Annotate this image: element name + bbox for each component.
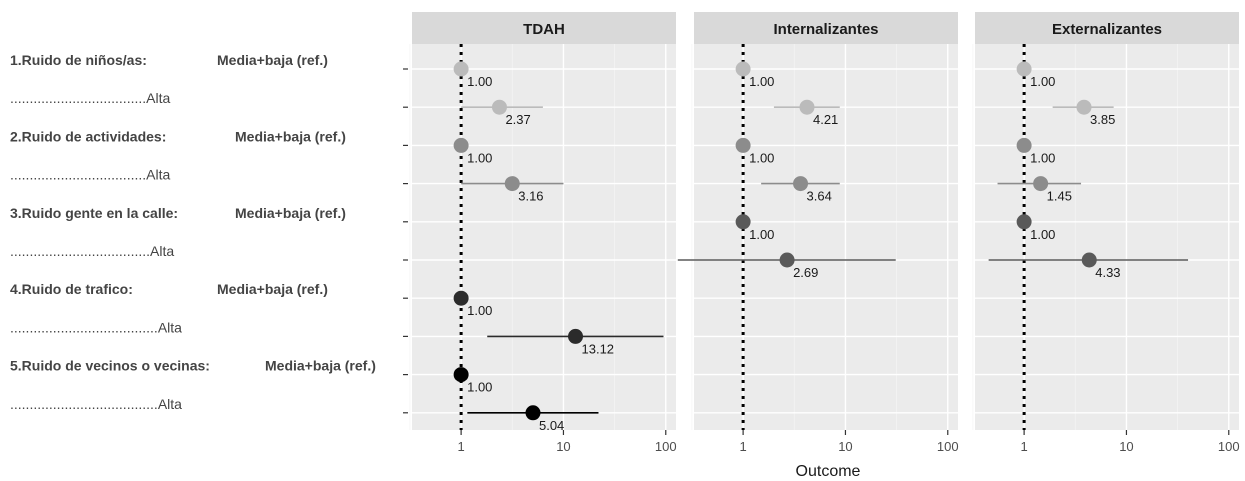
facet-title: Externalizantes xyxy=(1052,21,1162,38)
x-tick-label: 1 xyxy=(457,439,464,454)
value-label: 1.00 xyxy=(749,74,774,89)
row-label-dots: ...................................... xyxy=(10,319,158,335)
facet-strip xyxy=(975,12,1239,44)
value-label: 2.37 xyxy=(505,112,530,127)
point-estimate xyxy=(735,61,751,77)
value-label: 1.00 xyxy=(749,227,774,242)
row-label-dots: ................................... xyxy=(10,90,146,106)
row-label-level-name: Alta xyxy=(158,319,182,335)
row-label-level: ...................................Alta xyxy=(10,90,170,106)
point-estimate xyxy=(735,214,751,230)
row-label-dots: ...................................... xyxy=(10,396,158,412)
row-label-variable: 4.Ruido de trafico: xyxy=(10,281,133,297)
x-tick-label: 1 xyxy=(1020,439,1027,454)
point-estimate xyxy=(568,328,584,344)
facet-strip xyxy=(694,12,958,44)
point-estimate xyxy=(1016,137,1032,153)
row-label-variable: 3.Ruido gente en la calle: xyxy=(10,205,178,221)
x-tick-label: 10 xyxy=(838,439,852,454)
value-label: 1.00 xyxy=(1030,150,1055,165)
x-axis-title: Outcome xyxy=(796,463,861,480)
row-label-reference-level: Media+baja (ref.) xyxy=(265,358,376,374)
facet-panels: TDAH 1 10 100 1.00 2.37 1.00 3.16 1.00 13.12 1.00 5… xyxy=(409,12,1240,454)
row-label-level: ....................................Alta xyxy=(10,243,174,259)
row-label-level-name: Alta xyxy=(146,90,170,106)
point-estimate xyxy=(793,176,809,192)
point-estimate xyxy=(1016,214,1032,230)
facet-title: TDAH xyxy=(523,21,565,38)
value-label: 2.69 xyxy=(793,265,818,280)
row-label-variable: 5.Ruido de vecinos o vecinas: xyxy=(10,358,210,374)
point-estimate xyxy=(1081,252,1097,268)
x-tick-label: 10 xyxy=(1119,439,1133,454)
value-label: 3.64 xyxy=(807,189,832,204)
value-label: 13.12 xyxy=(582,341,615,356)
row-label-reference-level: Media+baja (ref.) xyxy=(217,52,328,68)
x-tick-label: 1 xyxy=(739,439,746,454)
row-label-level-name: Alta xyxy=(150,243,174,259)
point-estimate xyxy=(799,99,815,115)
row-label-level-name: Alta xyxy=(158,396,182,412)
point-estimate xyxy=(453,367,469,383)
value-label: 1.45 xyxy=(1047,189,1072,204)
facet-strip xyxy=(412,12,676,44)
point-estimate xyxy=(735,137,751,153)
point-estimate xyxy=(779,252,795,268)
point-estimate xyxy=(525,405,541,421)
point-estimate xyxy=(504,176,520,192)
value-label: 5.04 xyxy=(539,418,564,433)
panel-externalizantes: Externalizantes 1 10 100 1.00 3.85 1.00 1.45 1.0… xyxy=(972,12,1240,454)
row-label-level-name: Alta xyxy=(146,167,170,183)
panel-background xyxy=(412,44,676,430)
row-label-dots: ................................... xyxy=(10,167,146,183)
value-label: 1.00 xyxy=(467,303,492,318)
x-tick-label: 100 xyxy=(655,439,677,454)
value-label: 3.16 xyxy=(518,189,543,204)
row-label-dots: .................................... xyxy=(10,243,150,259)
point-estimate xyxy=(1076,99,1092,115)
row-label-level: ......................................Al… xyxy=(10,319,182,335)
point-estimate xyxy=(453,137,469,153)
row-label-reference-level: Media+baja (ref.) xyxy=(235,205,346,221)
point-estimate xyxy=(1033,176,1049,192)
value-label: 3.85 xyxy=(1090,112,1115,127)
point-estimate xyxy=(1016,61,1032,77)
row-label-variable: 1.Ruido de niños/as: xyxy=(10,52,147,68)
value-label: 1.00 xyxy=(467,150,492,165)
row-label-level: ......................................Al… xyxy=(10,396,182,412)
point-estimate xyxy=(453,61,469,77)
point-estimate xyxy=(491,99,507,115)
row-label-reference-level: Media+baja (ref.) xyxy=(217,281,328,297)
value-label: 1.00 xyxy=(1030,74,1055,89)
row-labels: 1.Ruido de niños/as: Media+baja (ref.)...… xyxy=(10,52,408,414)
value-label: 1.00 xyxy=(467,74,492,89)
value-label: 1.00 xyxy=(1030,227,1055,242)
x-tick-label: 100 xyxy=(937,439,959,454)
value-label: 1.00 xyxy=(467,380,492,395)
panel-tdah: TDAH 1 10 100 1.00 2.37 1.00 3.16 1.00 13.12 1.00 5… xyxy=(409,12,677,454)
panel-internalizantes: Internalizantes 1 10 100 1.00 4.21 1.00 3.64 1.0… xyxy=(677,12,959,454)
panel-background xyxy=(975,44,1239,430)
panel-background xyxy=(694,44,958,430)
point-estimate xyxy=(453,290,469,306)
x-tick-label: 100 xyxy=(1218,439,1240,454)
row-label-level: ...................................Alta xyxy=(10,167,170,183)
row-label-reference-level: Media+baja (ref.) xyxy=(235,128,346,144)
x-tick-label: 10 xyxy=(556,439,570,454)
value-label: 4.21 xyxy=(813,112,838,127)
facet-title: Internalizantes xyxy=(773,21,878,38)
row-label-variable: 2.Ruido de actividades: xyxy=(10,128,166,144)
value-label: 4.33 xyxy=(1095,265,1120,280)
value-label: 1.00 xyxy=(749,150,774,165)
